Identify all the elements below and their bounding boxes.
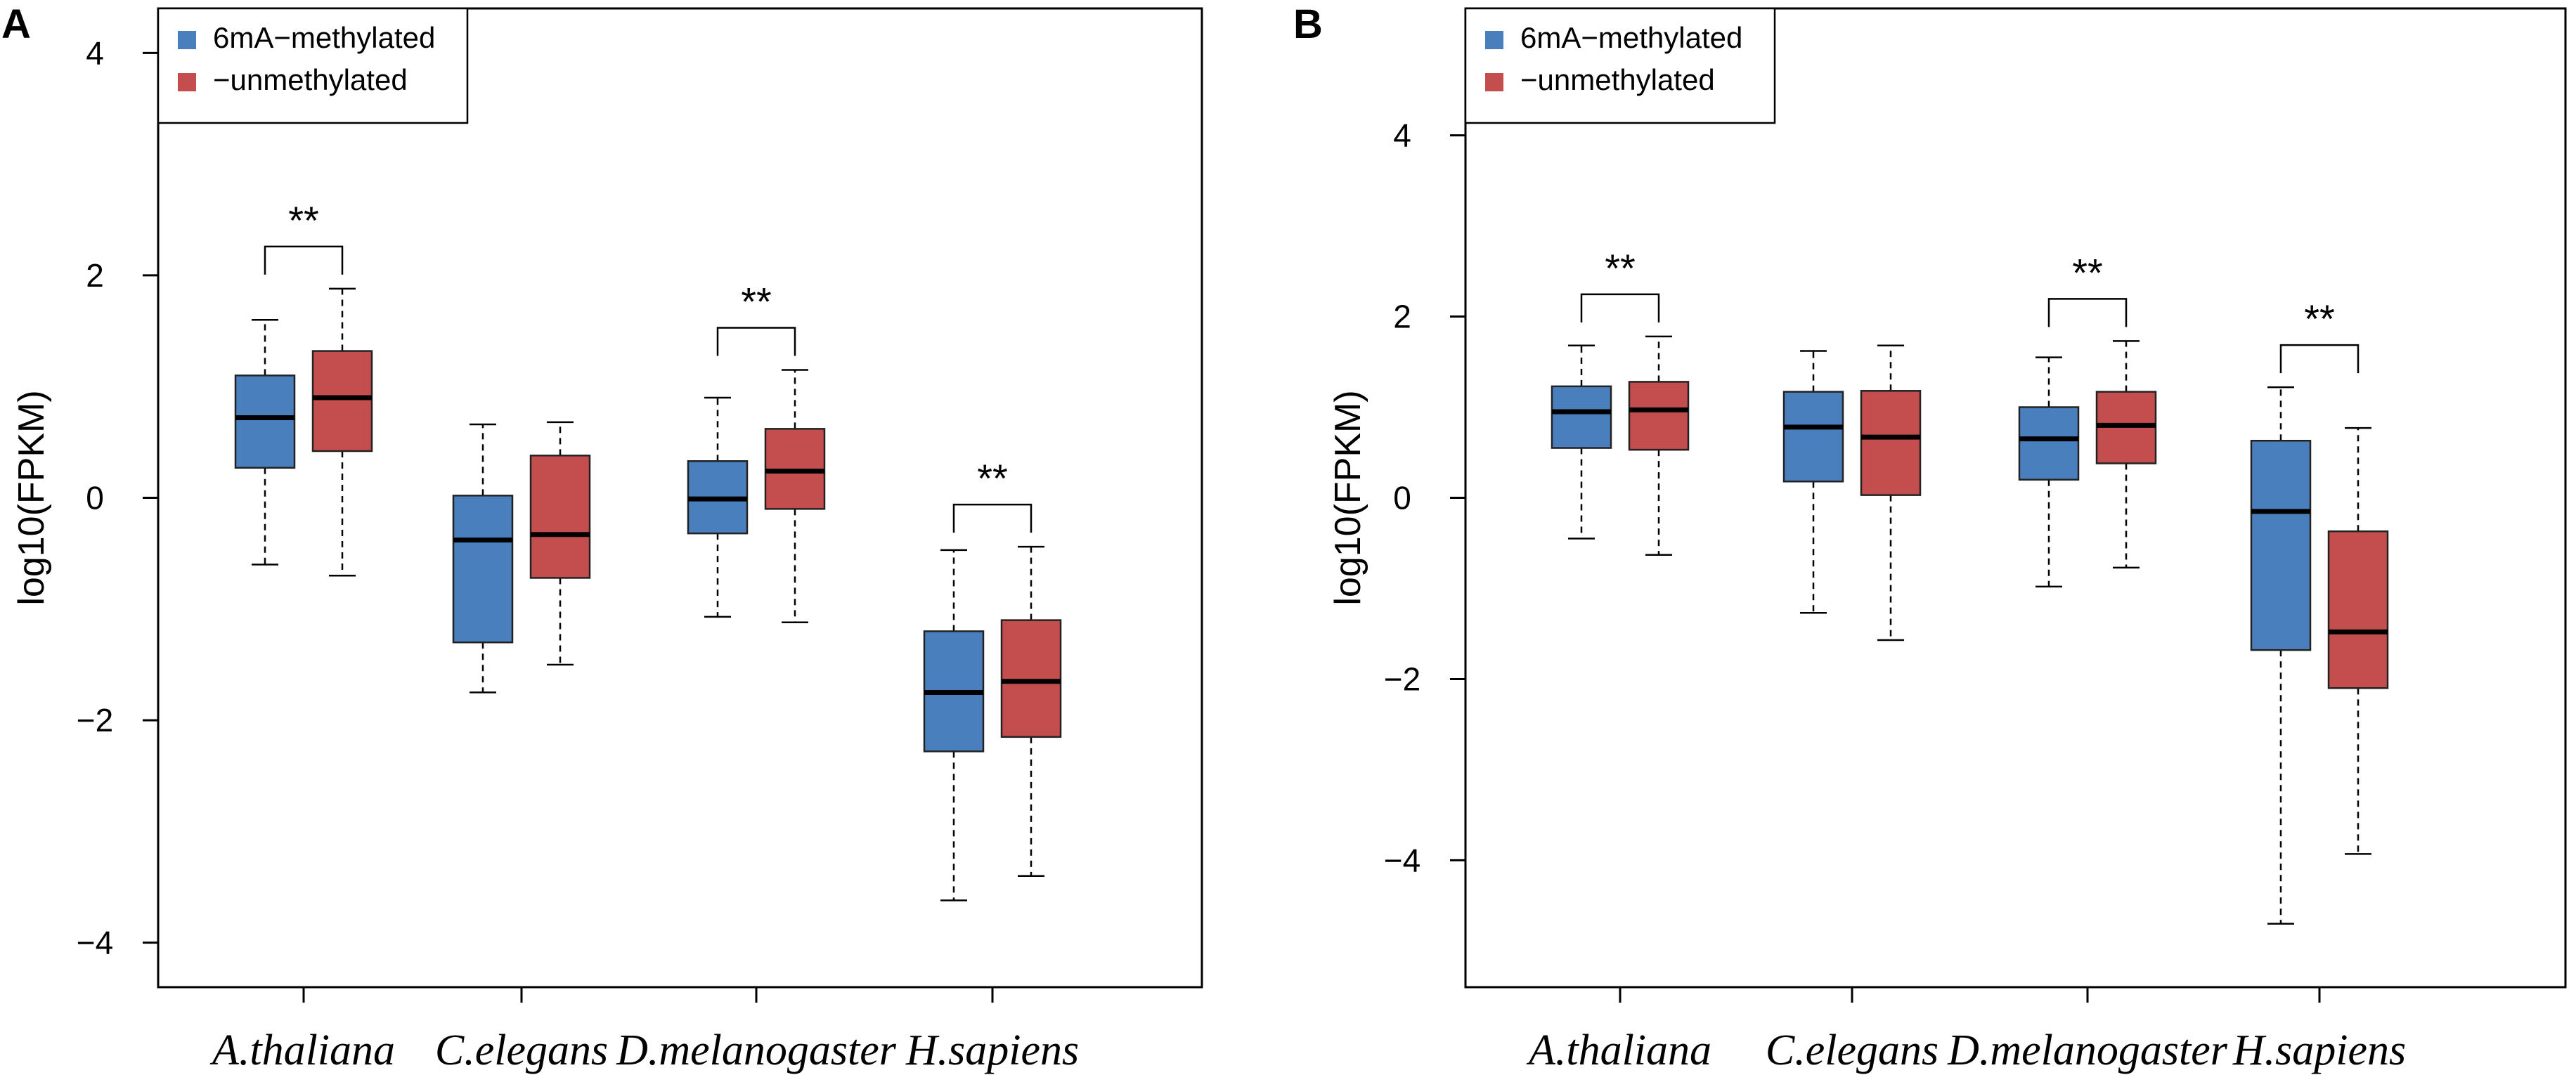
y-tick-label: −4	[1384, 842, 1420, 878]
iqr-box	[311, 350, 373, 452]
significance-label: **	[2304, 297, 2335, 341]
box-unmethylated-athaliana	[1628, 335, 1690, 556]
box-unmethylated-celegans	[1860, 344, 1922, 641]
significance-bracket	[2047, 298, 2128, 327]
legend-box	[1464, 7, 1776, 124]
iqr-box	[529, 455, 591, 579]
iqr-box	[2327, 530, 2389, 689]
significance-label: **	[977, 456, 1008, 500]
y-tick-label: 0	[86, 480, 104, 516]
plot-frame	[157, 7, 1203, 989]
box-6mamethylated-hsapiens	[923, 549, 985, 901]
significance-label: **	[741, 279, 772, 323]
box-unmethylated-hsapiens	[1000, 545, 1062, 877]
iqr-box	[2018, 406, 2080, 481]
legend-swatch	[1485, 31, 1503, 49]
y-axis-title: log10(FPKM)	[11, 390, 52, 605]
box-unmethylated-celegans	[529, 421, 591, 666]
x-category-label: C.elegans	[1766, 1027, 1939, 1074]
y-tick-label: −2	[1384, 660, 1420, 697]
x-category-label: A.thaliana	[209, 1027, 395, 1074]
y-tick-label: 0	[1393, 480, 1411, 516]
significance-bracket	[264, 245, 344, 275]
box-unmethylated-dmelanogaster	[2095, 340, 2157, 569]
box-6mamethylated-dmelanogaster	[687, 396, 749, 618]
box-6mamethylated-athaliana	[1551, 344, 1612, 540]
significance-label: **	[288, 198, 319, 242]
legend-entry: −unmethylated	[213, 63, 408, 96]
y-tick-label: 4	[86, 34, 104, 71]
legend-swatch	[178, 31, 196, 49]
box-6mamethylated-celegans	[1782, 350, 1844, 614]
significance-bracket	[2279, 344, 2360, 374]
y-tick-label: −4	[77, 925, 113, 961]
y-tick-label: −2	[77, 702, 113, 738]
iqr-box	[1628, 381, 1690, 451]
box-unmethylated-hsapiens	[2327, 426, 2389, 855]
iqr-box	[1551, 385, 1612, 449]
panel-b: B −4 −2 0 2 4 log10(FPKM) A.thaliana C.elegans D.…	[1293, 1, 2567, 1074]
x-category-label: H.sapiens	[905, 1027, 1079, 1074]
legend-entry: −unmethylated	[1520, 63, 1715, 96]
iqr-box	[2250, 439, 2312, 651]
iqr-box	[1782, 391, 1844, 483]
iqr-box	[1000, 619, 1062, 738]
box-6mamethylated-celegans	[452, 423, 514, 693]
significance-label: **	[2072, 250, 2103, 294]
x-category-label: H.sapiens	[2232, 1027, 2406, 1074]
box-6mamethylated-hsapiens	[2250, 386, 2312, 925]
x-category-label: D.melanogaster	[616, 1027, 897, 1074]
y-tick-label: 2	[1393, 299, 1411, 335]
significance-bracket	[1580, 293, 1660, 322]
y-tick-label: 4	[1393, 117, 1411, 154]
legend-swatch	[1485, 73, 1503, 91]
box-unmethylated-athaliana	[311, 287, 373, 577]
legend-box	[157, 7, 469, 124]
legend-swatch	[178, 73, 196, 91]
box-6mamethylated-dmelanogaster	[2018, 356, 2080, 588]
box-unmethylated-dmelanogaster	[764, 369, 826, 624]
legend-entry: 6mA−methylated	[213, 21, 435, 54]
box-6mamethylated-athaliana	[234, 318, 296, 566]
x-category-label: A.thaliana	[1526, 1027, 1711, 1074]
significance-bracket	[952, 503, 1033, 533]
panel-a: A −4 −2 0 2 4 log10(FPKM) A.thaliana C.elegans D.…	[1, 1, 1203, 1074]
significance-bracket	[716, 327, 796, 356]
y-tick-label: 2	[86, 257, 104, 294]
iqr-box	[1860, 390, 1922, 496]
panel-letter: B	[1293, 1, 1323, 47]
significance-label: **	[1605, 246, 1636, 290]
plot-frame	[1464, 7, 2567, 989]
x-category-label: C.elegans	[435, 1027, 608, 1074]
x-category-label: D.melanogaster	[1947, 1027, 2228, 1074]
iqr-box	[452, 495, 514, 644]
iqr-box	[234, 374, 296, 469]
y-axis-title: log10(FPKM)	[1328, 390, 1368, 605]
panel-letter: A	[1, 1, 31, 47]
legend-entry: 6mA−methylated	[1520, 21, 1742, 54]
